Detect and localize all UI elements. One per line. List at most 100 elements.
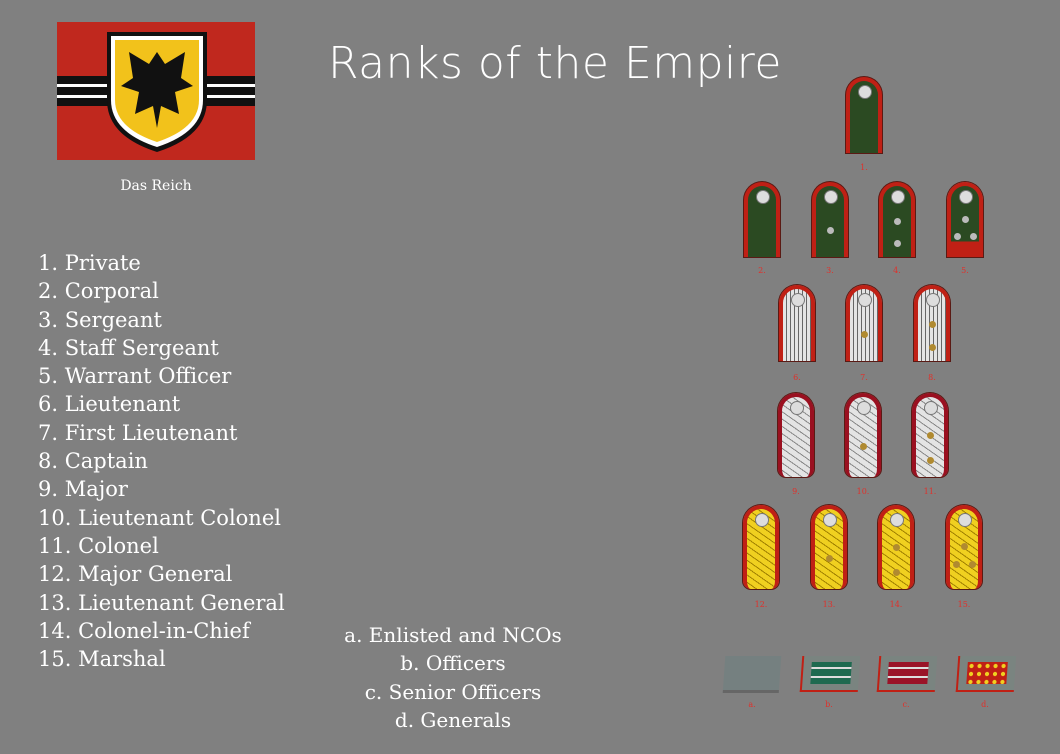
shoulder-board-label: 7. bbox=[860, 373, 868, 382]
rank-list: 1. Private 2. Corporal 3. Sergeant 4. St… bbox=[38, 249, 285, 673]
rank-pip-icon bbox=[859, 443, 867, 451]
shoulder-board-11 bbox=[912, 393, 948, 477]
category-legend: a. Enlisted and NCOs b. Officers c. Seni… bbox=[330, 621, 576, 734]
rank-item: 8. Captain bbox=[38, 449, 148, 474]
button-icon bbox=[926, 293, 940, 307]
shoulder-board-label: 6. bbox=[793, 373, 801, 382]
button-icon bbox=[790, 401, 804, 415]
rank-pip-icon bbox=[952, 561, 960, 569]
rank-pip-icon bbox=[926, 432, 934, 440]
category-item: d. Generals bbox=[394, 707, 512, 732]
shoulder-board-3 bbox=[812, 182, 848, 257]
shoulder-board-7 bbox=[846, 285, 882, 361]
shoulder-board-label: 10. bbox=[856, 487, 870, 496]
shoulder-board-4 bbox=[879, 182, 915, 257]
shoulder-board-label: 5. bbox=[961, 266, 969, 275]
rank-pip-icon bbox=[892, 569, 900, 577]
shoulder-board-13 bbox=[811, 505, 847, 589]
button-icon bbox=[958, 513, 972, 527]
rank-pip-icon bbox=[969, 232, 977, 240]
button-icon bbox=[858, 85, 872, 99]
shoulder-board-9 bbox=[778, 393, 814, 477]
shoulder-board-2 bbox=[744, 182, 780, 257]
rank-item: 2. Corporal bbox=[38, 279, 159, 304]
rank-item: 12. Major General bbox=[38, 562, 233, 587]
shoulder-board-label: 1. bbox=[860, 163, 868, 172]
collar-patch-d bbox=[955, 656, 1017, 692]
shoulder-board-1 bbox=[846, 77, 882, 153]
rank-pip-icon bbox=[892, 544, 900, 552]
rank-item: 7. First Lieutenant bbox=[38, 420, 238, 445]
rank-item: 3. Sergeant bbox=[38, 307, 162, 332]
shoulder-board-label: 11. bbox=[923, 487, 937, 496]
button-icon bbox=[891, 190, 905, 204]
rank-pip-icon bbox=[893, 217, 901, 225]
flag-caption: Das Reich bbox=[120, 178, 192, 194]
rank-pip-icon bbox=[826, 227, 834, 235]
rank-pip-icon bbox=[953, 232, 961, 240]
collar-patch-label: a. bbox=[748, 700, 756, 709]
shoulder-board-label: 2. bbox=[758, 266, 766, 275]
button-icon bbox=[858, 293, 872, 307]
button-icon bbox=[791, 293, 805, 307]
shoulder-board-label: 15. bbox=[957, 600, 971, 609]
rank-item: 15. Marshal bbox=[38, 647, 166, 672]
category-item: a. Enlisted and NCOs bbox=[344, 623, 562, 647]
rank-item: 5. Warrant Officer bbox=[38, 364, 232, 389]
rank-pip-icon bbox=[926, 457, 934, 465]
rank-pip-icon bbox=[968, 561, 976, 569]
eagle-shield-icon bbox=[107, 32, 207, 152]
bars-icon bbox=[810, 662, 852, 684]
shoulder-board-label: 12. bbox=[754, 600, 768, 609]
button-icon bbox=[823, 513, 837, 527]
shoulder-board-label: 14. bbox=[889, 600, 903, 609]
shoulder-board-8 bbox=[914, 285, 950, 361]
rank-item: 1. Private bbox=[38, 251, 141, 275]
button-icon bbox=[755, 513, 769, 527]
rank-item: 6. Lieutenant bbox=[38, 392, 181, 417]
rank-pip-icon bbox=[961, 216, 969, 223]
shoulder-board-label: 3. bbox=[826, 266, 834, 275]
bars-icon bbox=[887, 662, 929, 684]
rank-item: 14. Colonel-in-Chief bbox=[38, 618, 250, 643]
page-title: Ranks of the Empire bbox=[328, 38, 782, 89]
rank-item: 11. Colonel bbox=[38, 533, 159, 558]
shoulder-board-label: 8. bbox=[928, 373, 936, 382]
category-item: b. Officers bbox=[400, 651, 506, 676]
rank-item: 13. Lieutenant General bbox=[38, 590, 285, 615]
shoulder-board-label: 4. bbox=[893, 266, 901, 275]
shoulder-board-10 bbox=[845, 393, 881, 477]
collar-patch-b bbox=[799, 656, 861, 692]
button-icon bbox=[824, 190, 838, 204]
rank-pip-icon bbox=[928, 320, 936, 328]
rank-item: 10. Lieutenant Colonel bbox=[38, 505, 281, 530]
rank-item: 4. Staff Sergeant bbox=[38, 335, 219, 360]
shoulder-board-5 bbox=[947, 182, 983, 257]
empire-flag bbox=[57, 22, 255, 160]
button-icon bbox=[959, 190, 973, 204]
collar-patch-label: c. bbox=[902, 700, 910, 709]
collar-patch-a bbox=[722, 656, 782, 693]
shoulder-board-label: 13. bbox=[822, 600, 836, 609]
shoulder-board-14 bbox=[878, 505, 914, 589]
shoulder-board-12 bbox=[743, 505, 779, 589]
rank-pip-icon bbox=[928, 343, 936, 351]
shoulder-board-15 bbox=[946, 505, 982, 589]
rank-pip-icon bbox=[825, 555, 833, 563]
button-icon bbox=[857, 401, 871, 415]
collar-patch-c bbox=[876, 656, 938, 692]
shoulder-board-6 bbox=[779, 285, 815, 361]
button-icon bbox=[890, 513, 904, 527]
rank-item: 9. Major bbox=[38, 477, 128, 502]
shoulder-board-label: 9. bbox=[792, 487, 800, 496]
rank-pip-icon bbox=[893, 240, 901, 247]
collar-patch-label: b. bbox=[825, 700, 833, 709]
oak-leaf-icon bbox=[966, 662, 1008, 684]
button-icon bbox=[756, 190, 770, 204]
button-icon bbox=[924, 401, 938, 415]
rank-pip-icon bbox=[960, 542, 968, 550]
rank-pip-icon bbox=[860, 330, 868, 338]
collar-patch-label: d. bbox=[981, 700, 989, 709]
category-item: c. Senior Officers bbox=[364, 679, 542, 704]
